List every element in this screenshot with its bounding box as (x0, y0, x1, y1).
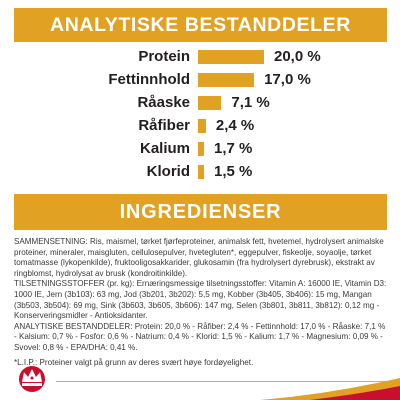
nutrient-label: Fettinnhold (108, 71, 190, 88)
nutrient-label: Råaske (137, 94, 190, 111)
nutrient-bar (198, 165, 204, 179)
nutrient-row-fat: Fettinnhold 17,0 % (0, 69, 400, 91)
analytical-paragraph: ANALYTISKE BESTANDDELER: Protein: 20,0 %… (14, 321, 386, 352)
nutrient-row-protein: Protein 20,0 % (0, 46, 400, 68)
nutrient-label: Kalium (139, 140, 190, 157)
nutrient-value: 2,4 % (215, 117, 255, 134)
nutrient-bar (198, 119, 206, 133)
analytical-constituents-header: ANALYTISKE BESTANDDELER (14, 8, 387, 42)
nutrient-row-chloride: Klorid 1,5 % (0, 161, 400, 183)
ingredients-header: INGREDIENSER (14, 194, 387, 230)
additives-paragraph: TILSETNINGSSTOFFER (pr. kg): Ernæringsme… (14, 279, 387, 321)
composition-paragraph: SAMMENSETNING: Ris, maismel, tørket fjør… (14, 237, 384, 278)
nutrient-row-fiber: Råfiber 2,4 % (0, 115, 400, 137)
nutrient-label: Råfiber (138, 117, 190, 134)
nutrient-value: 17,0 % (264, 71, 311, 88)
footer-divider (56, 381, 388, 382)
nutrient-value: 20,0 % (274, 48, 321, 65)
royal-canin-crown-logo (19, 366, 45, 392)
nutrient-value: 1,5 % (214, 163, 253, 180)
nutrient-bar (198, 73, 255, 87)
lip-footnote: *L.I.P.: Proteiner valgt på grunn av der… (14, 357, 254, 367)
nutrient-value: 7,1 % (231, 94, 270, 111)
nutrient-row-ash: Råaske 7,1 % (0, 92, 400, 114)
nutrient-row-potassium: Kalium 1,7 % (0, 138, 400, 160)
nutrient-table: Protein 20,0 % Fettinnhold 17,0 % Råaske… (0, 46, 400, 186)
nutrient-bar (198, 96, 222, 110)
nutrient-bar (198, 142, 204, 156)
nutrient-bar (198, 50, 264, 64)
nutrient-label: Protein (138, 48, 190, 65)
nutrient-value: 1,7 % (214, 140, 253, 157)
ingredients-text: SAMMENSETNING: Ris, maismel, tørket fjør… (14, 237, 388, 368)
nutrient-label: Klorid (146, 163, 190, 180)
decorative-ribbon (260, 378, 400, 400)
